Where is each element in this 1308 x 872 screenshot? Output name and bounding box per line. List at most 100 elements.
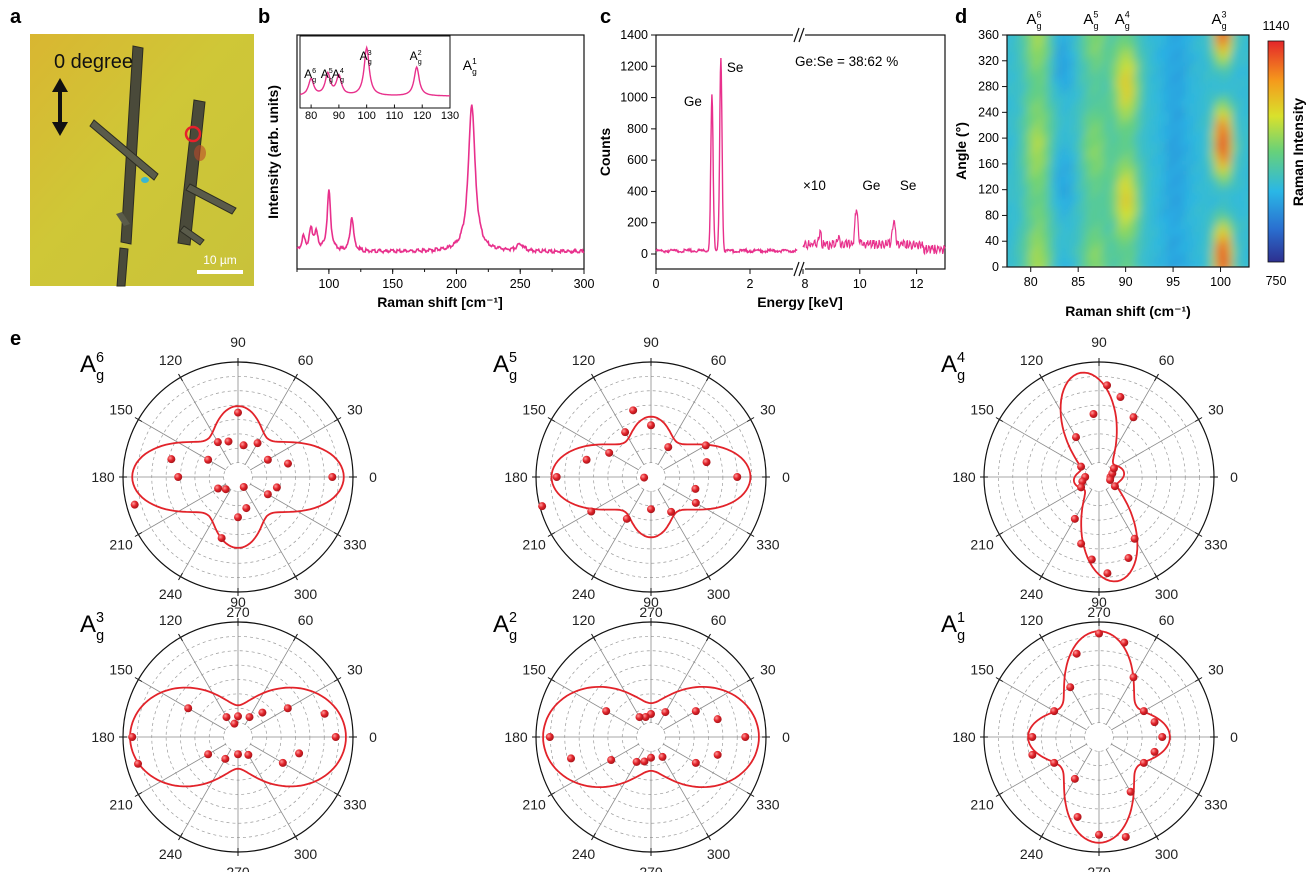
polar-data-point: [283, 459, 292, 468]
heatmap-cell: [1049, 67, 1056, 75]
heatmap-cell: [1082, 209, 1089, 217]
heatmap-cell: [1087, 131, 1094, 139]
heatmap-cell: [1187, 260, 1193, 267]
heatmap-cell: [1225, 112, 1231, 120]
heatmap-cell: [1187, 183, 1193, 191]
heatmap-cell: [1078, 202, 1084, 210]
heatmap-cell: [1116, 35, 1122, 43]
heatmap-cell: [1220, 228, 1226, 236]
polar-data-point: [1028, 750, 1037, 759]
heatmap-cell: [1192, 234, 1198, 242]
heatmap-cell: [1139, 202, 1146, 210]
heatmap-cell: [1196, 47, 1203, 55]
heatmap-cell: [1234, 209, 1241, 217]
heatmap-cell: [1111, 67, 1117, 75]
heatmap-cell: [1211, 125, 1217, 133]
heatmap-cell: [1044, 196, 1051, 204]
heatmap-cell: [1206, 105, 1212, 113]
polar-angle-label: 270: [1087, 604, 1111, 620]
heatmap-cell: [1068, 105, 1075, 113]
heatmap-cell: [1040, 209, 1046, 217]
heatmap-cell: [1135, 234, 1141, 242]
polar-angle-label: 240: [572, 586, 596, 602]
heatmap-cell: [1025, 118, 1032, 126]
heatmap-cell: [1130, 138, 1136, 146]
heatmap-cell: [1215, 118, 1222, 126]
heatmap-cell: [1025, 93, 1032, 101]
heatmap-cell: [1173, 260, 1179, 267]
eds-y-tick-label: 0: [641, 247, 648, 261]
heatmap-cell: [1040, 157, 1046, 165]
heatmap-cell: [1068, 67, 1075, 75]
panel-label-b: b: [258, 6, 270, 28]
heatmap-cell: [1059, 131, 1065, 139]
heatmap-cell: [1111, 209, 1117, 217]
heatmap-cell: [1054, 267, 1059, 274]
heatmap-cell: [1158, 260, 1165, 267]
heatmap-cell: [1206, 47, 1212, 55]
raman-x-ticks: 100 150 200 250 300: [296, 269, 594, 291]
colorbar: [1267, 40, 1285, 263]
heatmap-cell: [1206, 221, 1212, 229]
polar-tick: [1154, 633, 1159, 642]
heatmap-cell: [1007, 209, 1013, 217]
polar-tick: [706, 572, 711, 581]
heatmap-cell: [1192, 151, 1198, 159]
heatmap-cell: [1249, 35, 1254, 42]
heatmap-cell: [1206, 35, 1212, 43]
heatmap-cell: [1173, 35, 1179, 43]
heatmap-cell: [1154, 176, 1160, 184]
polar-spoke: [1110, 483, 1199, 535]
heatmap-cell: [1249, 241, 1254, 248]
heatmap-cell: [1254, 93, 1259, 100]
heatmap-cell: [1073, 35, 1079, 43]
heatmap-cell: [1225, 93, 1231, 101]
heatmap-cell: [1177, 241, 1184, 249]
heatmap-cell: [1125, 163, 1131, 171]
heatmap-cell: [1201, 138, 1207, 146]
heatmap-cell: [1215, 247, 1222, 255]
heatmap-cell: [1049, 202, 1056, 210]
polar-data-point: [263, 490, 272, 499]
heatmap-cell: [1106, 234, 1112, 242]
heatmap-cell: [1130, 196, 1136, 204]
heatmap-cell: [1011, 125, 1018, 133]
heatmap-cell: [1158, 176, 1165, 184]
heatmap-cell: [1097, 267, 1102, 274]
heatmap-cell: [1007, 260, 1013, 267]
heatmap-cell: [1225, 176, 1231, 184]
heatmap-cell: [1030, 125, 1037, 133]
heatmap-cell: [1120, 228, 1127, 236]
heatmap-cell: [1135, 202, 1141, 210]
heatmap-cell: [1234, 35, 1241, 43]
heatmap-cell: [1249, 267, 1254, 274]
heatmap-cell: [1154, 118, 1160, 126]
heatmap-cell: [1230, 234, 1236, 242]
heatmap-cell: [1187, 60, 1193, 68]
heatmap-cell: [1097, 131, 1103, 139]
heatmap-cell: [1254, 248, 1259, 255]
heatmap-cell: [1125, 170, 1131, 178]
heatmap-cell: [1101, 54, 1108, 62]
polar-data-point: [1028, 733, 1037, 741]
heatmap-y-tick-label: 280: [978, 80, 999, 94]
heatmap-cell: [1201, 196, 1207, 204]
heatmap-cell: [1135, 183, 1141, 191]
heatmap-x-tick-label: 85: [1071, 275, 1085, 289]
heatmap-cell: [1016, 60, 1022, 68]
heatmap-cell: [1120, 196, 1127, 204]
heatmap-cell: [1249, 61, 1254, 68]
heatmap-cell: [1201, 170, 1207, 178]
heatmap-cell: [1068, 163, 1075, 171]
heatmap-cell: [1225, 267, 1230, 274]
heatmap-cell: [1211, 209, 1217, 217]
heatmap-cell: [1158, 254, 1165, 262]
heatmap-cell: [1211, 93, 1217, 101]
heatmap-cell: [1201, 209, 1207, 217]
heatmap-cell: [1097, 80, 1103, 88]
heatmap-cell: [1054, 47, 1060, 55]
polar-angle-label: 300: [294, 586, 318, 602]
heatmap-cell: [1234, 112, 1241, 120]
heatmap-cell: [1021, 183, 1027, 191]
